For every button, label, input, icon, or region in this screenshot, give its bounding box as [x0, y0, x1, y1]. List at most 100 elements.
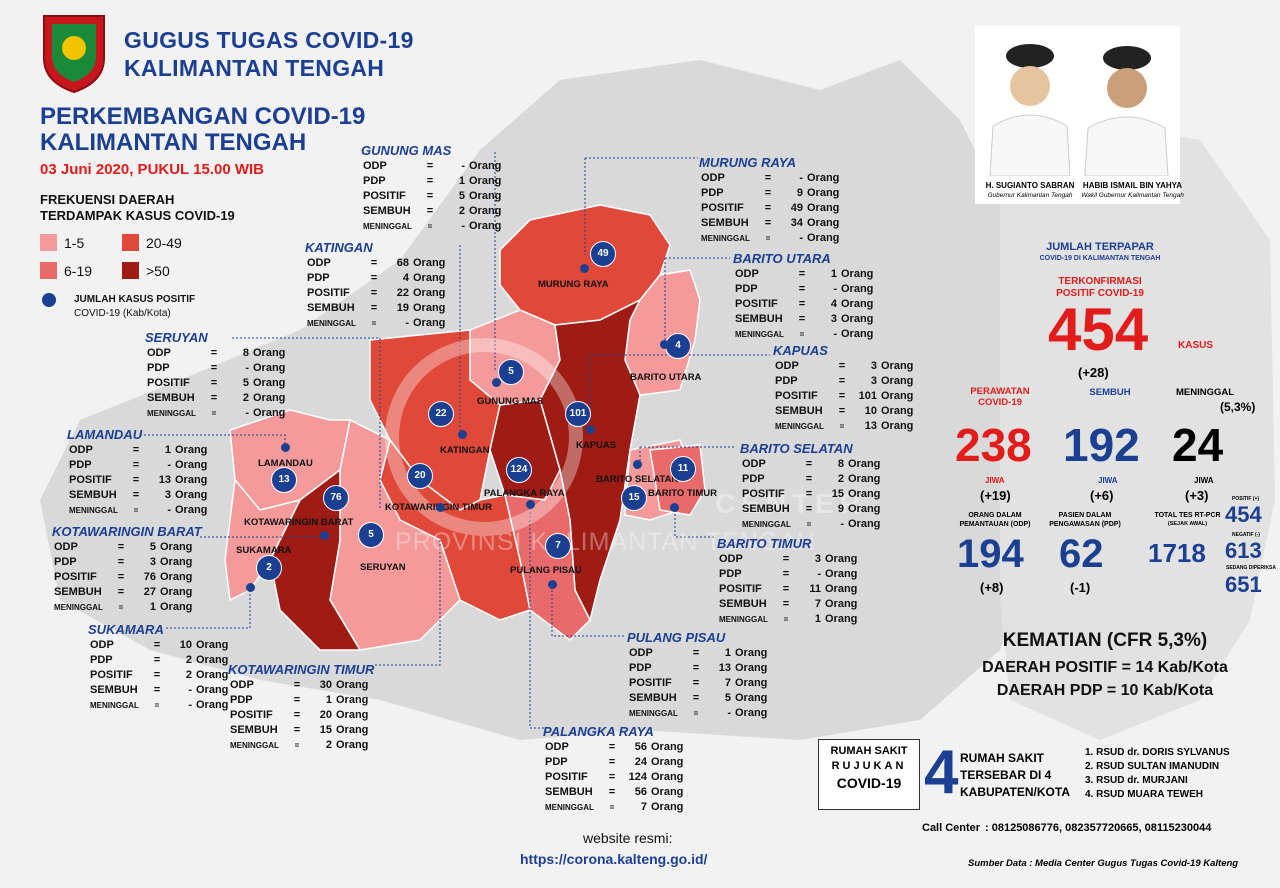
stat-equals: = [370, 287, 378, 299]
stat-equals: = [293, 724, 301, 736]
stat-equals: = [117, 541, 125, 553]
report-date: 03 Juni 2020, PUKUL 15.00 WIB [40, 161, 264, 178]
stat-unit: Orang [336, 694, 369, 706]
map-dot-barito-timur: 11 [670, 456, 696, 482]
region-stat-row: POSITIF = 49 Orang [699, 201, 841, 216]
stat-equals: = [692, 647, 700, 659]
region-stat-row: ODP = - Orang [361, 159, 503, 174]
stat-unit: Orang [160, 571, 193, 583]
odp-label-line1: ORANG DALAM [968, 512, 1022, 519]
region-stats-table: ODP = 1 Orang PDP = 13 Orang POSITIF = 7 Orang SEMBU… [627, 646, 769, 721]
stat-value: 20 [319, 709, 332, 721]
call-center-numbers[interactable]: : 08125086776, 082357720665, 08115230044 [985, 822, 1212, 834]
stat-unit: Orang [735, 692, 768, 704]
stat-value: 3 [164, 489, 171, 501]
stat-value: 101 [858, 390, 877, 402]
region-stat-row: ODP = 1 Orang [733, 267, 875, 282]
region-title: GUNUNG MAS [361, 143, 452, 158]
perawatan-count: 238 [955, 419, 1032, 471]
stat-equals: = [839, 422, 845, 431]
region-stat-row: ODP = 8 Orang [740, 457, 882, 472]
region-stat-row: MENINGGAL = 13 Orang [773, 419, 915, 434]
stat-equals: = [782, 568, 790, 580]
stat-value: 1 [814, 613, 821, 625]
stat-equals: = [693, 709, 699, 718]
stat-unit: Orang [848, 503, 881, 515]
legend-label: >50 [146, 262, 170, 279]
website-link[interactable]: https://corona.kalteng.go.id/ [520, 851, 708, 867]
stat-unit: Orang [469, 175, 502, 187]
stat-value: 3 [870, 375, 877, 387]
officials-portrait-icon [989, 44, 1169, 176]
stat-equals: = [764, 217, 772, 229]
sembuh-label: SEMBUH [1089, 387, 1131, 398]
stat-unit: Orang [160, 586, 193, 598]
region-stat-row: SEMBUH = 2 Orang [145, 391, 287, 406]
watermark-province: PROVINSI KALIMANTAN TENGAH [395, 528, 816, 556]
stat-value: 2 [458, 205, 465, 217]
stat-label: ODP [69, 444, 93, 456]
region-stat-row: POSITIF = 124 Orang [543, 770, 685, 785]
region-stat-row: ODP = 1 Orang [67, 443, 209, 458]
region-stat-row: ODP = 10 Orang [88, 638, 230, 653]
kematian-cfr: KEMATIAN (CFR 5,3%) [1002, 630, 1208, 651]
stat-unit: Orang [336, 679, 369, 691]
legend-title-line2: TERDAMPAK KASUS COVID-19 [40, 208, 235, 223]
legend-swatch [40, 262, 57, 280]
stat-label: PDP [775, 375, 798, 387]
legend-item: 20-49 [122, 234, 182, 252]
stat-equals: = [783, 615, 789, 624]
stat-label: SEMBUH [545, 786, 593, 798]
stat-label: ODP [775, 360, 799, 372]
region-stat-row: SEMBUH = 15 Orang [228, 723, 370, 738]
locator-katingan [458, 430, 467, 439]
org-name-line2: KALIMANTAN TENGAH [124, 55, 385, 81]
legend-item: >50 [122, 262, 170, 280]
stat-equals: = [211, 409, 217, 418]
region-stat-row: POSITIF = 13 Orang [67, 473, 209, 488]
region-stat-row: SEMBUH = 5 Orang [627, 691, 769, 706]
region-block: SUKAMARA ODP = 10 Orang PDP = 2 Orang POSITIF = 2 Or… [88, 622, 230, 713]
stat-equals: = [805, 503, 813, 515]
region-stat-row: PDP = - Orang [717, 567, 859, 582]
stat-label: SEMBUH [230, 724, 278, 736]
stat-equals: = [805, 488, 813, 500]
stat-value: 24 [634, 756, 647, 768]
stat-label: SEMBUH [701, 217, 749, 229]
stat-unit: Orang [175, 444, 208, 456]
stat-label: MENINGGAL [147, 409, 196, 418]
org-name-line1: GUGUS TUGAS COVID-19 [124, 27, 414, 53]
region-stat-row: POSITIF = 7 Orang [627, 676, 769, 691]
region-stat-row: SEMBUH = 34 Orang [699, 216, 841, 231]
page-title-line2: KALIMANTAN TENGAH [40, 129, 307, 156]
region-block: LAMANDAU ODP = 1 Orang PDP = - Orang POSITIF = 13 Or… [67, 427, 209, 518]
stat-value: - [817, 568, 821, 580]
stat-unit: Orang [735, 707, 768, 719]
perawatan-jiwa: JIWA [985, 476, 1005, 485]
stat-value: 10 [864, 405, 877, 417]
stat-label: MENINGGAL [701, 234, 750, 243]
tes-total: 1718 [1148, 538, 1206, 568]
stat-unit: Orang [881, 360, 914, 372]
stat-value: - [188, 699, 192, 711]
stat-equals: = [153, 669, 161, 681]
stat-label: POSITIF [54, 571, 97, 583]
region-stat-row: PDP = - Orang [733, 282, 875, 297]
stat-unit: Orang [825, 568, 858, 580]
stat-value: - [405, 317, 409, 329]
hospital-label-box: RUMAH SAKIT RUJUKAN COVID-19 [818, 739, 920, 810]
stat-unit: Orang [841, 283, 874, 295]
region-stat-row: SEMBUH = 10 Orang [773, 404, 915, 419]
stat-label: PDP [719, 568, 742, 580]
stat-label: PDP [363, 175, 386, 187]
stat-value: 49 [790, 202, 803, 214]
stat-unit: Orang [841, 268, 874, 280]
region-stats-table: ODP = 56 Orang PDP = 24 Orang POSITIF = 124 Orang SE… [543, 740, 685, 815]
stat-unit: Orang [413, 317, 446, 329]
stat-value: 30 [319, 679, 332, 691]
stat-unit: Orang [160, 601, 193, 613]
locator-gunung-mas [492, 378, 501, 387]
locator-barito-selatan [633, 460, 642, 469]
stat-value: 2 [242, 392, 249, 404]
